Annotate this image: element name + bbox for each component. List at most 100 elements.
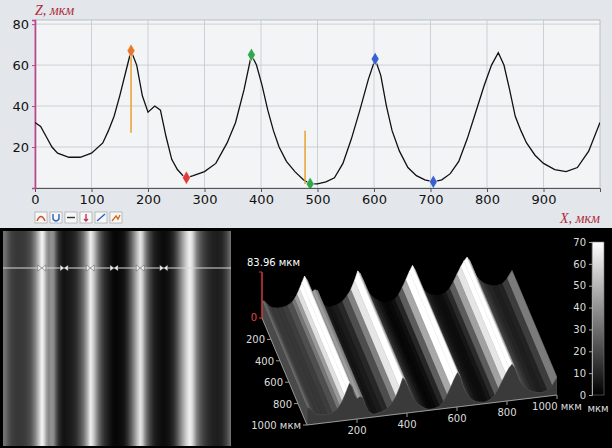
grid-line xyxy=(204,20,205,188)
scan-marker xyxy=(136,265,144,271)
marker xyxy=(127,44,135,58)
tick-mark xyxy=(557,395,558,399)
tick-label: 200 xyxy=(136,192,161,207)
toolbar-glyph xyxy=(67,217,75,218)
toolbar-glyph xyxy=(112,215,120,221)
tick: 60 xyxy=(573,259,592,270)
tick-mark xyxy=(457,407,458,411)
tick-label: 400 xyxy=(249,192,274,207)
tick-mark xyxy=(294,403,298,404)
tick-mark xyxy=(589,373,592,374)
tick-label: 40 xyxy=(12,99,29,114)
tick-label: 700 xyxy=(419,192,444,207)
grid-line xyxy=(261,20,262,188)
tick-label: 600 xyxy=(362,192,387,207)
tick: 40 xyxy=(12,99,35,114)
tick-label: 200 xyxy=(347,425,366,436)
tick: 50 xyxy=(573,280,592,291)
grid-line xyxy=(35,147,600,148)
scan-marker xyxy=(160,265,168,271)
tick-label: 40 xyxy=(573,302,586,313)
tick: 500 xyxy=(306,188,331,207)
grid-line xyxy=(35,106,600,107)
tick: 40 xyxy=(573,302,592,313)
tick-label: 83.96 мкм xyxy=(247,257,300,268)
y-axis-line xyxy=(262,318,307,425)
tick-label: 800 xyxy=(475,192,500,207)
tick: 800 xyxy=(475,188,500,207)
tick-mark xyxy=(267,339,271,340)
tick-label: 1000 мкм xyxy=(532,401,582,412)
cursor-line xyxy=(304,131,306,184)
tick-mark xyxy=(589,308,592,309)
tick-label: 400 xyxy=(255,356,274,367)
tick-label: 50 xyxy=(573,280,586,291)
grid-line xyxy=(148,20,149,188)
surface-axes: 2004006008001000 мкм2004006008001000 мкм… xyxy=(246,257,582,436)
scan-marker xyxy=(60,265,68,271)
tick-label: 1000 мкм xyxy=(251,420,301,431)
tick-mark xyxy=(285,382,289,383)
tick-mark xyxy=(589,351,592,352)
toolbar-icon xyxy=(50,212,62,223)
tick: 600 xyxy=(362,188,387,207)
tick-label: 800 xyxy=(497,407,516,418)
marker xyxy=(182,171,190,185)
toolbar-icon xyxy=(35,212,47,223)
tick-label: 30 xyxy=(573,324,586,335)
marker xyxy=(429,175,437,188)
tick-mark xyxy=(589,286,592,287)
tick: 0 xyxy=(580,390,592,401)
tick-label: 0 xyxy=(31,192,39,207)
scan-marker xyxy=(38,265,46,271)
tick-label: 70 xyxy=(573,237,586,248)
grid-line xyxy=(91,20,92,188)
tick: 900 xyxy=(532,188,557,207)
tick-label: 600 xyxy=(264,377,283,388)
tick: 400 xyxy=(249,188,274,207)
tick-label: 200 xyxy=(246,334,265,345)
tick: 60 xyxy=(12,58,35,73)
scan-marker xyxy=(110,265,118,271)
grid-line xyxy=(487,20,488,188)
tick-mark xyxy=(589,242,592,243)
tick-label: 10 xyxy=(573,368,586,379)
tick: 20 xyxy=(573,346,592,357)
tick: 10 xyxy=(573,368,592,379)
profile-line xyxy=(35,51,600,184)
marker xyxy=(247,48,255,62)
tick-label: 300 xyxy=(193,192,218,207)
tick-label: 900 xyxy=(532,192,557,207)
x-axis-title: X, мкм xyxy=(559,211,600,226)
colorbar-title: мкм xyxy=(587,403,608,414)
tick-mark xyxy=(32,106,35,107)
toolbar-glyph xyxy=(37,217,45,222)
colorbar-axis: 0 10 20 30 40 50 60 70 xyxy=(573,237,592,401)
panel-background xyxy=(0,0,612,228)
z-axis-line xyxy=(261,272,263,318)
tick-mark xyxy=(32,65,35,66)
figure: 010020030040050060070080090020406080Z, м… xyxy=(0,0,612,448)
toolbar-icon xyxy=(80,212,92,223)
tick-label: 60 xyxy=(12,58,29,73)
colorbar xyxy=(592,242,604,395)
marker xyxy=(306,177,314,188)
surface-front xyxy=(307,364,557,425)
toolbar-glyph xyxy=(97,214,105,221)
tick-label: 20 xyxy=(573,346,586,357)
grid-line xyxy=(35,65,600,66)
cursor-line xyxy=(130,51,132,133)
tick-mark xyxy=(589,395,592,396)
tick: 100 xyxy=(80,188,105,207)
x-axis: 0 100 200 300 400 500 600 700 800 900 xyxy=(31,188,600,207)
tick-mark xyxy=(259,272,262,273)
y-axis-line xyxy=(32,21,36,189)
x-axis-line xyxy=(307,395,557,425)
grid-line xyxy=(35,24,600,25)
tick-mark xyxy=(507,401,508,405)
grid-line xyxy=(317,20,318,188)
top-view-image xyxy=(3,231,231,446)
tick: 0 xyxy=(31,188,39,207)
tick: 300 xyxy=(193,188,218,207)
toolbar-glyph xyxy=(53,214,59,221)
